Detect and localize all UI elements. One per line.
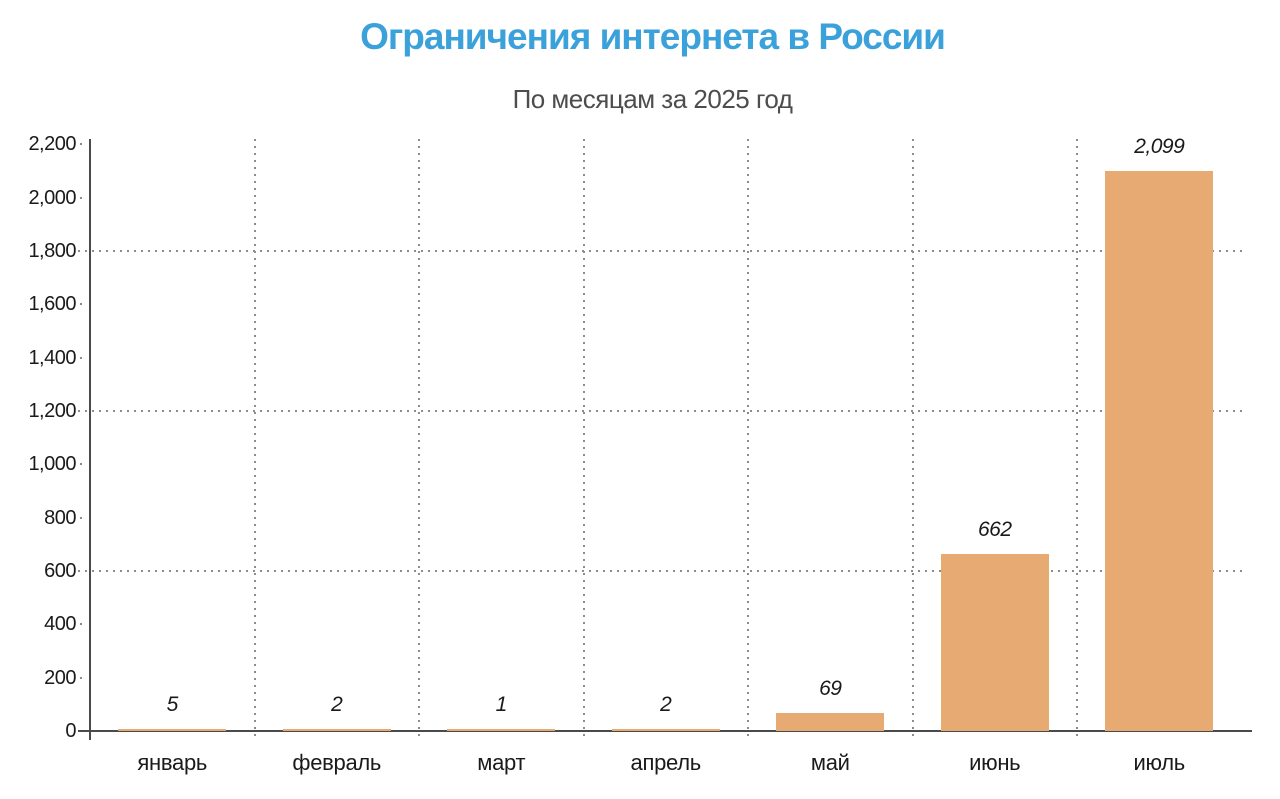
y-tick-mark — [80, 623, 82, 626]
y-tick-mark — [80, 463, 82, 466]
y-tick-label: 400 — [44, 613, 76, 636]
y-tick-label: 1,800 — [28, 240, 76, 262]
y-tick-mark — [80, 676, 82, 679]
y-gridline — [78, 570, 1246, 572]
bar-март — [447, 729, 556, 731]
x-gridline — [747, 139, 749, 740]
x-gridline — [1076, 139, 1078, 740]
y-tick-label: 1,400 — [28, 346, 76, 369]
y-tick-label: 1,200 — [28, 400, 76, 422]
bar-июнь — [940, 554, 1049, 731]
bar-февраль — [282, 729, 391, 731]
y-tick-mark — [80, 356, 82, 359]
x-tick-label: июль — [1133, 750, 1186, 775]
y-tick-mark — [80, 196, 82, 199]
y-tick-mark — [80, 303, 82, 306]
x-gridline — [911, 139, 914, 740]
x-tick-label: февраль — [292, 750, 382, 775]
x-tick-label: июнь — [969, 750, 1021, 775]
y-tick-label: 2,000 — [28, 186, 76, 209]
y-tick-mark — [80, 516, 82, 519]
value-label: 662 — [977, 518, 1012, 542]
value-label: 2 — [331, 693, 343, 716]
x-tick-label: апрель — [630, 750, 702, 775]
bar-июль — [1105, 171, 1214, 731]
value-label: 1 — [495, 693, 508, 716]
y-tick-label: 0 — [65, 720, 76, 742]
y-gridline — [78, 250, 1246, 252]
bar-апрель — [611, 729, 720, 731]
y-tick-label: 1,600 — [28, 293, 76, 316]
bar-май — [776, 712, 885, 731]
value-label: 69 — [819, 676, 842, 700]
y-tick-label: 200 — [44, 666, 76, 689]
value-label: 2 — [660, 693, 672, 716]
x-axis-line — [78, 730, 1252, 732]
x-gridline — [582, 139, 585, 740]
y-tick-label: 1,000 — [28, 453, 76, 476]
chart-subtitle: По месяцам за 2025 год — [512, 84, 793, 114]
x-gridline — [418, 139, 420, 740]
chart-title: Ограничения интернета в России — [360, 16, 946, 57]
x-tick-label: январь — [137, 750, 208, 775]
x-tick-label: март — [477, 750, 526, 775]
value-label: 2,099 — [1134, 135, 1185, 159]
y-tick-label: 800 — [44, 506, 76, 529]
x-tick-label: май — [810, 750, 850, 775]
value-label: 5 — [166, 693, 179, 716]
x-gridline — [253, 139, 256, 740]
y-tick-label: 2,200 — [28, 133, 76, 156]
y-gridline — [78, 410, 1246, 412]
y-tick-mark — [80, 143, 82, 146]
y-axis-line — [89, 139, 91, 740]
y-tick-label: 600 — [44, 560, 76, 582]
bar-январь — [118, 729, 227, 731]
